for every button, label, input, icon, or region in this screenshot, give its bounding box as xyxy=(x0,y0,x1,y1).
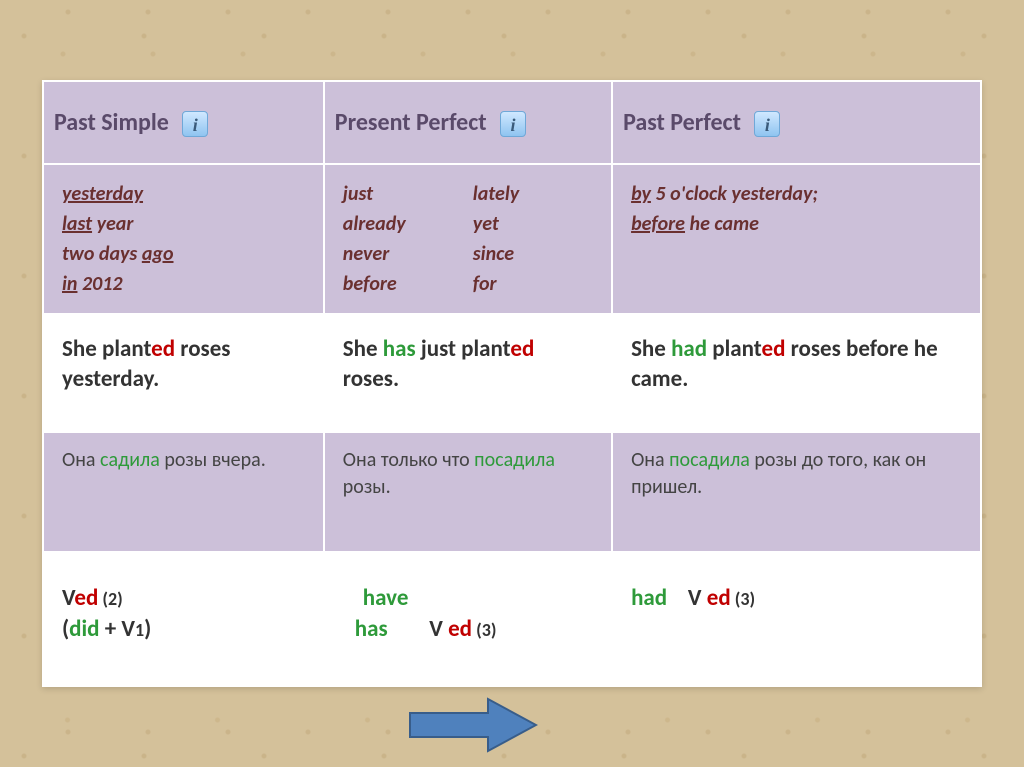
formula-text: + V xyxy=(100,615,135,643)
formula-paren: (2) xyxy=(98,588,122,610)
markers-past-perfect: by 5 o'clock yesterday; before he came xyxy=(612,164,981,314)
marker-text: he came xyxy=(685,212,759,236)
formula-paren: (3) xyxy=(472,619,496,641)
header-label: Present Perfect xyxy=(335,108,487,137)
markers-row: yesterday last year two days ago in 2012… xyxy=(43,164,981,314)
arrow-shape xyxy=(410,699,536,751)
marker-text: since xyxy=(473,239,514,269)
markers-present-perfect: justlately alreadyyet neversince beforef… xyxy=(324,164,612,314)
header-past-simple: Past Simple i xyxy=(43,81,324,164)
example-en-present-perfect: She has just planted roses. xyxy=(324,314,612,432)
example-en-past-perfect: She had planted roses before he came. xyxy=(612,314,981,432)
example-suffix: ed xyxy=(510,335,534,363)
example-text: roses. xyxy=(343,365,399,393)
info-icon[interactable]: i xyxy=(182,111,208,137)
formula-paren: (3) xyxy=(731,588,755,610)
example-verb: посадила xyxy=(669,448,750,472)
marker-text: before xyxy=(343,269,473,299)
header-present-perfect: Present Perfect i xyxy=(324,81,612,164)
formula-gap xyxy=(388,615,430,643)
example-aux: had xyxy=(671,335,707,363)
example-ru-present-perfect: Она только что посадила розы. xyxy=(324,432,612,552)
marker-text: just xyxy=(343,179,473,209)
formula-aux: have xyxy=(355,583,593,614)
info-icon[interactable]: i xyxy=(500,111,526,137)
marker-text: by xyxy=(631,182,651,206)
marker-text: last xyxy=(62,212,92,236)
header-past-perfect: Past Perfect i xyxy=(612,81,981,164)
marker-text: before xyxy=(631,212,685,236)
arrow-icon xyxy=(408,697,538,753)
marker-text: for xyxy=(473,269,497,299)
tense-comparison-table: Past Simple i Present Perfect i Past Per… xyxy=(42,80,982,687)
formula-present-perfect: have has V ed (3) xyxy=(324,552,612,686)
formula-aux: had xyxy=(631,584,667,612)
examples-en-row: She planted roses yesterday. She has jus… xyxy=(43,314,981,432)
examples-ru-row: Она садила розы вчера. Она только что по… xyxy=(43,432,981,552)
formula-past-simple: Ved (2) (did + V1) xyxy=(43,552,324,686)
example-text: just plant xyxy=(416,335,511,363)
example-verb: посадила xyxy=(474,448,555,472)
example-ru-past-perfect: Она посадила розы до того, как он пришел… xyxy=(612,432,981,552)
info-icon[interactable]: i xyxy=(754,111,780,137)
formula-text: V xyxy=(429,615,448,643)
formula-row: Ved (2) (did + V1) have has V ed (3) had… xyxy=(43,552,981,686)
marker-text: already xyxy=(343,209,473,239)
example-text: розы вчера. xyxy=(160,448,266,472)
marker-text: 5 o'clock yesterday; xyxy=(651,182,818,206)
markers-past-simple: yesterday last year two days ago in 2012 xyxy=(43,164,324,314)
formula-text: V xyxy=(688,584,707,612)
formula-text: V xyxy=(62,584,74,612)
marker-text: lately xyxy=(473,179,519,209)
example-text: She xyxy=(343,335,383,363)
marker-text: yet xyxy=(473,209,499,239)
formula-suffix: ed xyxy=(74,584,98,612)
example-ru-past-simple: Она садила розы вчера. xyxy=(43,432,324,552)
example-text: Она только что xyxy=(343,448,474,472)
example-suffix: ed xyxy=(761,335,785,363)
example-text: розы. xyxy=(343,475,391,499)
example-verb: садила xyxy=(100,448,160,472)
formula-text: ) xyxy=(144,615,151,643)
formula-suffix: ed xyxy=(448,615,472,643)
example-text: Она xyxy=(631,448,669,472)
example-text: She xyxy=(631,335,671,363)
marker-text: yesterday xyxy=(62,182,143,206)
marker-text: in xyxy=(62,272,77,296)
header-label: Past Perfect xyxy=(623,108,741,137)
header-label: Past Simple xyxy=(54,108,169,137)
header-row: Past Simple i Present Perfect i Past Per… xyxy=(43,81,981,164)
example-text: She plant xyxy=(62,335,151,363)
formula-gap xyxy=(667,584,688,612)
example-aux: has xyxy=(383,335,416,363)
example-en-past-simple: She planted roses yesterday. xyxy=(43,314,324,432)
formula-aux: did xyxy=(69,615,99,643)
formula-sub: 1 xyxy=(135,619,144,641)
example-text: plant xyxy=(707,335,761,363)
formula-past-perfect: had V ed (3) xyxy=(612,552,981,686)
formula-suffix: ed xyxy=(707,584,731,612)
marker-text: never xyxy=(343,239,473,269)
example-text: Она xyxy=(62,448,100,472)
formula-aux: has xyxy=(355,615,388,643)
marker-text: ago xyxy=(142,242,174,266)
example-suffix: ed xyxy=(151,335,175,363)
